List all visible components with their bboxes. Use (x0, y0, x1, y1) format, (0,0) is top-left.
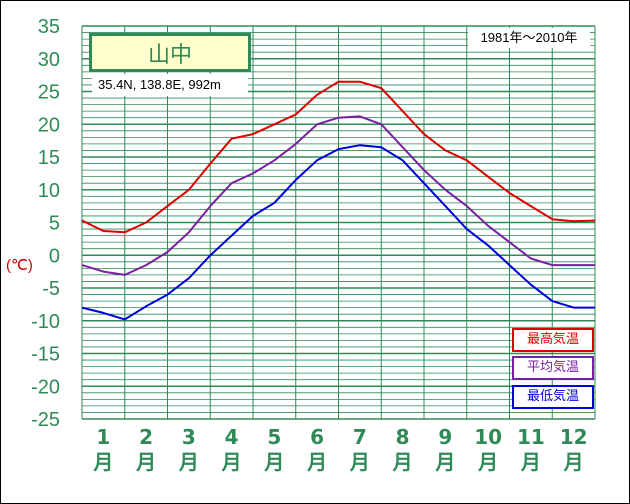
x-tick-label: 2 (139, 425, 153, 449)
station-name-box: 山中 (89, 33, 251, 72)
x-tick-month: 月 (92, 450, 113, 474)
x-tick-month: 月 (434, 450, 455, 474)
y-tick-label: 0 (49, 245, 60, 267)
y-tick-label: -20 (31, 376, 60, 398)
series-line-mean (81, 115, 595, 276)
series-line-min (81, 144, 595, 321)
y-tick-label: 15 (38, 147, 60, 169)
x-tick-label: 11 (517, 425, 545, 449)
y-tick-label: -5 (42, 278, 60, 300)
x-tick-label: 1 (96, 425, 110, 449)
x-tick-month: 月 (263, 450, 284, 474)
x-tick-month: 月 (349, 450, 370, 474)
y-axis-unit: (℃) (6, 257, 33, 274)
y-axis-ticks: 35 30 25 20 15 10 5 0 -5 -10 -15 -20 -25 (31, 16, 60, 431)
station-name: 山中 (147, 42, 192, 68)
x-tick-month: 月 (135, 450, 156, 474)
y-tick-label: 10 (38, 180, 60, 202)
y-tick-label: 20 (38, 114, 60, 136)
y-tick-label: 25 (38, 82, 60, 104)
x-tick-label: 6 (310, 425, 324, 449)
x-tick-label: 7 (353, 425, 367, 449)
station-coords: 35.4N, 138.8E, 992m (92, 74, 248, 96)
x-tick-month: 月 (178, 450, 199, 474)
period-label: 1981年〜2010年 (468, 28, 590, 48)
series-line-max (81, 80, 596, 234)
x-tick-month: 月 (306, 450, 327, 474)
x-tick-month: 月 (392, 450, 413, 474)
x-tick-label: 12 (560, 425, 588, 449)
x-tick-label: 8 (396, 425, 410, 449)
x-tick-label: 4 (225, 425, 239, 449)
series-lines (81, 80, 596, 321)
x-tick-month: 月 (520, 450, 541, 474)
grid (81, 25, 596, 420)
y-tick-label: -15 (31, 344, 60, 366)
legend-min-temp: 最低気温 (512, 385, 594, 409)
x-tick-label: 3 (182, 425, 196, 449)
y-tick-label: -10 (31, 311, 60, 333)
y-tick-label: -25 (31, 409, 60, 431)
y-tick-label: 30 (38, 49, 60, 71)
x-tick-month: 月 (563, 450, 584, 474)
x-tick-label: 5 (267, 425, 281, 449)
x-tick-label: 10 (474, 425, 502, 449)
x-tick-label: 9 (438, 425, 452, 449)
y-tick-label: 5 (49, 213, 60, 235)
legend-mean-temp: 平均気温 (512, 356, 594, 380)
x-tick-month: 月 (221, 450, 242, 474)
legend-max-temp: 最高気温 (512, 328, 594, 352)
x-tick-month: 月 (477, 450, 498, 474)
y-tick-label: 35 (38, 16, 60, 38)
